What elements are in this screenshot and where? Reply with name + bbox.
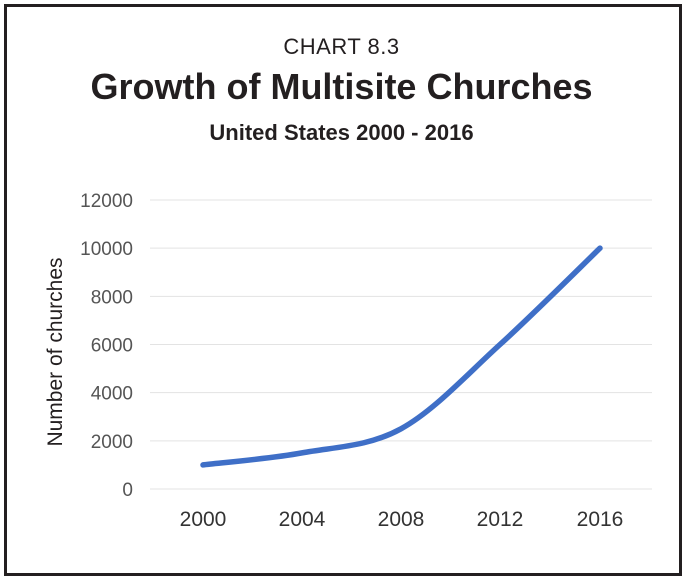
- y-tick-label: 4000: [91, 384, 133, 405]
- y-tick-label: 12000: [80, 191, 133, 212]
- series-layer: [203, 248, 600, 465]
- series-line: [203, 248, 600, 465]
- y-tick-label: 2000: [91, 432, 133, 453]
- y-tick-label: 8000: [91, 287, 133, 308]
- x-tick-label: 2004: [279, 508, 326, 531]
- y-tick-label: 6000: [91, 336, 133, 357]
- y-tick-label: 0: [122, 480, 133, 501]
- y-tick-label: 10000: [80, 239, 133, 260]
- gridlines: [150, 200, 652, 489]
- x-tick-label: 2012: [477, 508, 524, 531]
- x-tick-label: 2016: [577, 508, 624, 531]
- y-axis-ticks: 0 2000 4000 6000 8000 10000 12000: [80, 191, 133, 501]
- x-tick-label: 2000: [180, 508, 227, 531]
- x-axis-ticks: 2000 2004 2008 2012 2016: [180, 508, 624, 531]
- x-tick-label: 2008: [378, 508, 425, 531]
- y-axis-label: Number of churches: [44, 257, 67, 446]
